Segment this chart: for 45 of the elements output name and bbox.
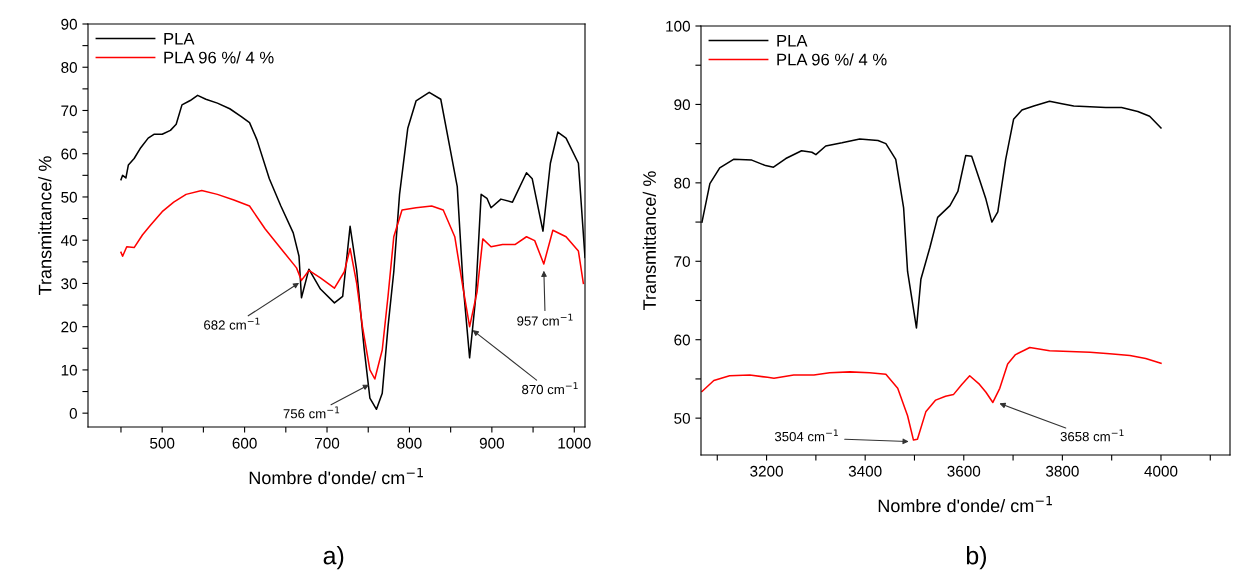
annotation: 957 cm$^{−1}$ <box>517 313 573 326</box>
y-tick-label: 70 <box>674 256 690 267</box>
x-axis-title: Nombre d'onde/ cm$^{−1}$ <box>249 467 423 485</box>
y-tick-label: 50 <box>674 413 690 424</box>
legend-label: PLA <box>164 32 195 45</box>
line-series <box>120 189 585 380</box>
legend-label: PLA 96 %/ 4 % <box>777 53 887 66</box>
x-tick-label: 1000 <box>558 437 591 449</box>
y-tick-label: 30 <box>61 278 77 290</box>
y-tick-label: 0 <box>69 408 77 419</box>
text: b) <box>966 546 986 570</box>
x-tick-label: 4000 <box>1144 465 1178 477</box>
x-tick-label: 800 <box>397 437 422 449</box>
annotation: 756 cm$^{−1}$ <box>283 406 340 419</box>
y-tick-label: 100 <box>666 20 690 32</box>
text: a) <box>323 546 344 570</box>
legend-label: PLA <box>777 34 808 47</box>
y-tick-label: 80 <box>61 62 77 73</box>
annotation: 682 cm$^{−1}$ <box>204 317 260 330</box>
x-tick-label: 3400 <box>848 465 882 477</box>
x-tick-label: 700 <box>315 437 340 449</box>
x-tick-label: 3200 <box>750 465 783 477</box>
line-series <box>701 346 1162 441</box>
x-tick-label: 3600 <box>947 465 981 477</box>
y-axis-title: Transmittance/ % <box>38 156 52 295</box>
x-tick-label: 500 <box>150 437 175 449</box>
y-axis-title: Transmittance/ % <box>642 171 656 310</box>
y-tick-label: 70 <box>61 105 77 117</box>
y-tick-label: 10 <box>61 364 77 376</box>
legend-label: PLA 96 %/ 4 % <box>164 51 274 64</box>
annotation: 3504 cm$^{−1}$ <box>774 429 838 442</box>
y-tick-label: 40 <box>60 235 77 246</box>
x-axis-title: Nombre d'onde/ cm$^{−1}$ <box>878 495 1052 513</box>
y-tick-label: 20 <box>61 321 77 333</box>
y-tick-label: 50 <box>61 191 77 203</box>
y-tick-label: 80 <box>674 177 690 189</box>
y-tick-label: 90 <box>61 18 77 30</box>
x-tick-label: 900 <box>479 437 505 449</box>
x-tick-label: 600 <box>232 437 257 449</box>
y-tick-label: 60 <box>674 334 690 346</box>
y-tick-label: 60 <box>61 148 77 160</box>
annotation: 3658 cm$^{−1}$ <box>1060 429 1124 442</box>
y-tick-label: 90 <box>674 99 690 111</box>
annotation: 870 cm$^{−1}$ <box>522 382 578 395</box>
x-tick-label: 3800 <box>1045 465 1079 477</box>
